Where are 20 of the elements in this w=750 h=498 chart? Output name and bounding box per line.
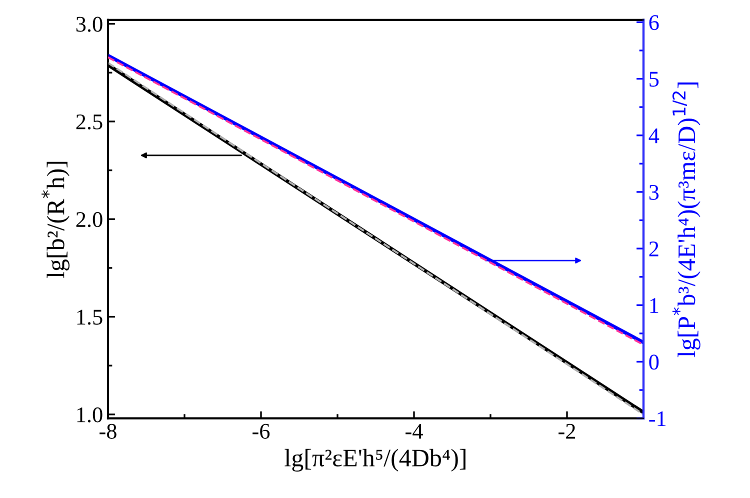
y2-tick-label: 0 [649,354,659,370]
x-tick-label: -6 [252,424,270,439]
y-tick-label: 1.0 [77,407,102,422]
x-axis-title: lg[π²εE'h⁵/(4Db⁴)] [284,448,466,472]
x-tick-label: -2 [558,424,576,439]
y2-tick-label: 6 [649,15,659,30]
y2-tick-label: 3 [649,184,659,200]
x-tick-label: -4 [406,424,423,439]
y2-tick-label: 5 [650,72,659,87]
y-axis-title: lg[b²/(R$^{*}$h)] [42,162,70,278]
y-tick-label: 1.5 [77,310,102,325]
y2-tick-label: 1 [650,298,658,313]
y2-tick-label: 2 [649,242,658,256]
y-tick-label: 2.5 [76,114,102,130]
y2-tick-label: -1 [649,411,666,426]
x-tick-label: -8 [100,424,116,439]
y-tick-label: 3.0 [76,16,102,32]
y-tick-label: 2.0 [76,212,102,228]
y2-tick-label: 4 [648,128,660,144]
y2-axis-title: lg[P$^{*}$b³/(4E'h⁴)(π³mε/D)$^{1/2}$] [672,82,700,358]
